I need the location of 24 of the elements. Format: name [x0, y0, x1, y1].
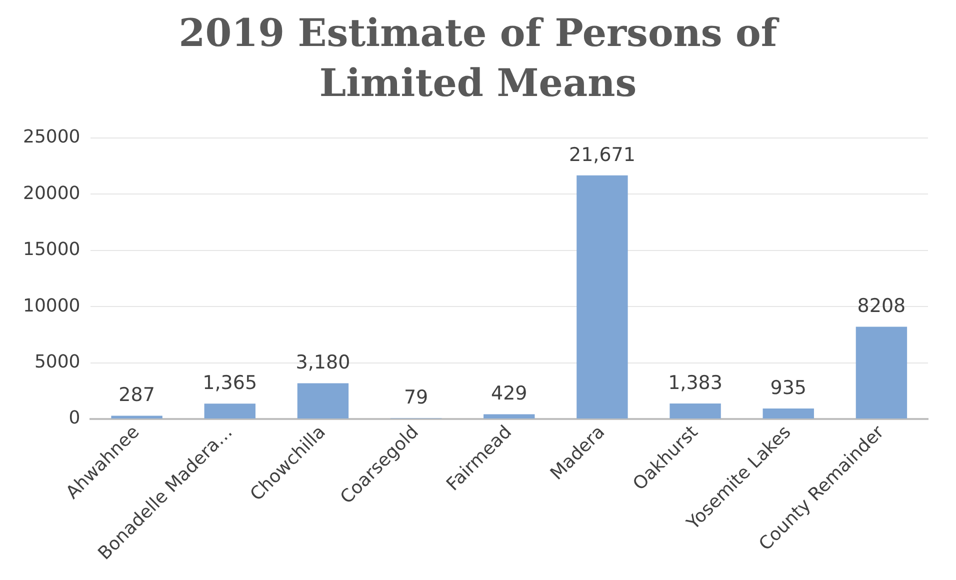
data-label: 1,365 [202, 372, 258, 394]
data-label: 21,671 [568, 144, 636, 166]
y-tick-label: 25000 [22, 126, 80, 148]
data-label: 287 [118, 384, 155, 406]
data-label: 79 [404, 386, 428, 409]
y-tick-label: 15000 [22, 239, 80, 260]
y-tick-label: 20000 [22, 182, 80, 204]
bar [762, 408, 814, 419]
bar [297, 383, 349, 419]
data-label: 3,180 [296, 352, 350, 374]
data-label: 935 [770, 376, 807, 399]
y-tick-label: 0 [68, 408, 80, 429]
bar [204, 404, 256, 419]
bar [484, 414, 535, 419]
bar [856, 326, 908, 419]
data-label: 1,383 [668, 372, 722, 394]
y-tick-label: 10000 [22, 295, 80, 316]
data-label: 8208 [857, 295, 906, 318]
bar [670, 403, 721, 419]
bar [111, 416, 162, 419]
bar [576, 175, 628, 419]
y-tick-label: 5000 [34, 351, 80, 372]
chart-title: 2019 Estimate of Persons of Limited Means [178, 9, 780, 107]
data-label: 429 [491, 382, 528, 405]
